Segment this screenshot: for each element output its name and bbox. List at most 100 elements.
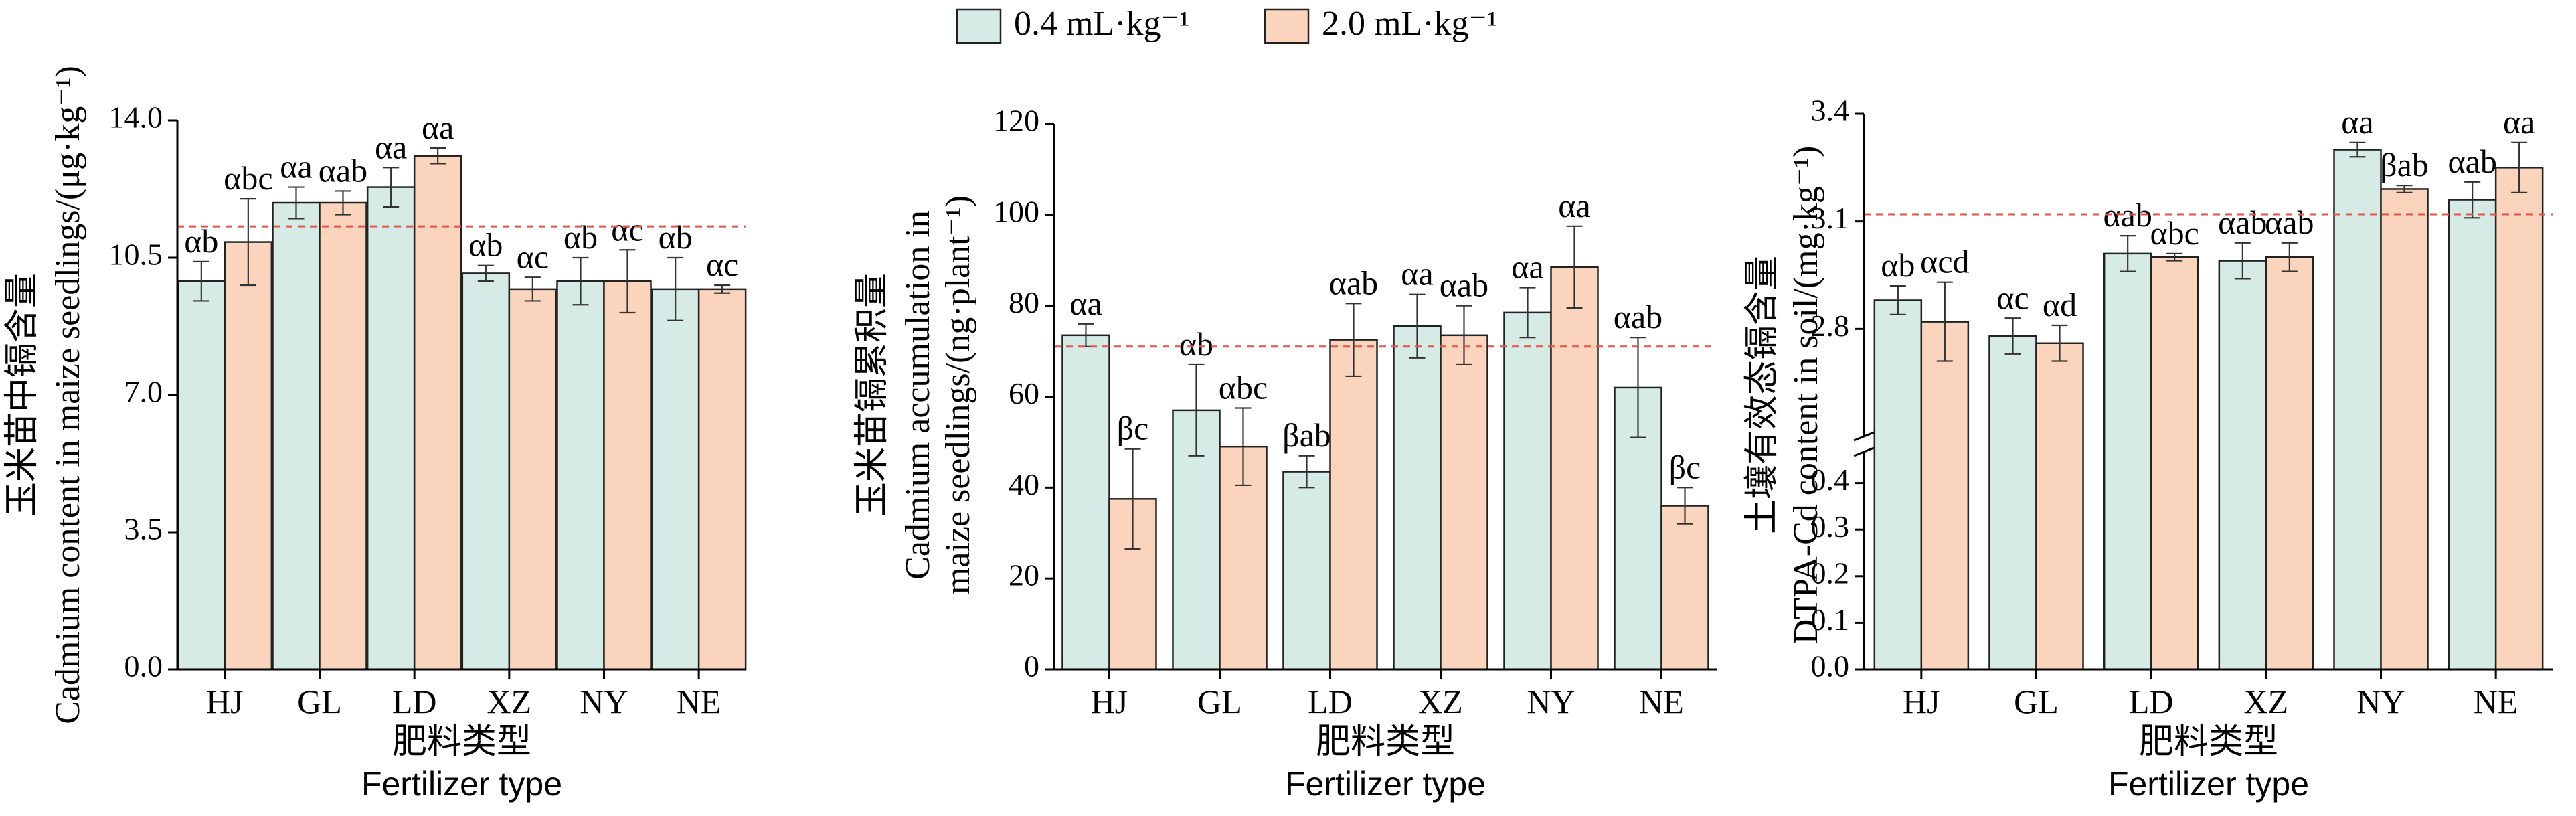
y-tick-label: 100 [993,194,1039,228]
bar [224,241,273,671]
x-axis-label-cn: 肥料类型 [392,722,531,762]
significance-label: αab [1440,266,1488,304]
bar [366,186,416,671]
bar [1873,299,1923,671]
significance-label: αa [422,108,454,146]
x-tick-label: HJ [1903,683,1940,720]
x-tick-label: GL [297,683,342,720]
significance-label: αb [468,226,503,264]
significance-label: αab [2448,143,2496,180]
legend-swatch-2.0 [1264,8,1310,44]
y-axis-label-cn: 玉米苗中镉含量 [2,273,42,517]
bar [272,201,321,671]
significance-label: αbc [224,159,272,197]
bar [2150,256,2199,671]
bar [651,288,700,671]
bar [556,280,605,671]
bar [1503,311,1552,671]
y-tick-label: 0 [1024,649,1039,683]
bar [1988,335,2037,671]
significance-label: αd [2043,286,2077,323]
bar [1393,325,1442,671]
bar [603,280,652,671]
significance-label: αa [1558,187,1590,224]
bar [1550,266,1599,671]
x-axis-label-cn: 肥料类型 [2139,722,2278,762]
significance-label: αb [564,218,598,256]
bar [413,155,462,671]
bar [2103,252,2152,671]
x-tick-label: NE [1639,683,1684,720]
bar [2265,256,2314,671]
bar [2448,199,2497,671]
significance-label: αa [2503,103,2535,141]
significance-label: αab [1614,298,1662,335]
bar [2333,149,2382,671]
x-tick-label: LD [1308,683,1353,720]
bar [177,280,226,671]
x-tick-label: NY [1527,683,1575,720]
y-tick-label: 10.5 [109,238,163,272]
x-tick-label: GL [2014,683,2059,720]
axis-break-mark [1853,446,1875,457]
y-tick-label: 80 [1009,285,1039,319]
x-tick-label: HJ [206,683,244,720]
x-axis-label-cn: 肥料类型 [1316,722,1455,762]
panel-cadmium-accumulation: 0 20 40 60 80 100 120 HJ GL LD XZ NY NE αa βc αbαbcβab… [852,104,1717,803]
bar [697,288,747,671]
x-tick-label: NY [2356,683,2405,720]
significance-label: αab [1329,264,1378,301]
y-axis-label-en: Cadmium content in maize seedlings/(μg·k… [49,66,87,724]
legend-label-2.0: 2.0 mL·kg⁻¹ [1322,5,1498,43]
y-tick-label: 0.2 [1811,556,1850,590]
y-tick-label: 0.1 [1811,602,1850,637]
bar [461,272,511,671]
significance-label: βab [1282,416,1331,454]
significance-label: αa [375,128,407,165]
y-tick-label: 0.4 [1811,463,1850,497]
significance-label: αc [517,238,549,275]
bar [1282,471,1331,671]
significance-label: αb [659,218,693,256]
panel-dtpa-cd: 0.00.10.20.30.42.83.13.4HJ GL LD XZ NY NE αb α… [1742,94,2553,803]
x-axis-label-en: Fertilizer type [2108,765,2309,803]
y-tick-label: 2.8 [1811,309,1850,343]
y-tick-label: 20 [1009,558,1039,592]
significance-label: αa [1401,255,1433,293]
significance-label: αb [1881,246,1915,284]
bar [2494,167,2544,671]
x-tick-label: NE [677,683,721,720]
bar [1920,321,1970,671]
y-tick-label: 3.4 [1811,94,1850,128]
y-tick-label: 0.0 [1811,649,1850,683]
y-tick-label: 3.5 [124,512,163,546]
significance-label: αbc [1219,368,1268,406]
significance-label: αab [2218,203,2267,241]
bar [319,201,367,671]
bar [2218,260,2267,671]
y-axis-label-en: DTPA-Cd content in soil/(mg·kg⁻¹) [1787,146,1825,645]
x-tick-label: HJ [1091,683,1128,720]
significance-label: αbc [2150,214,2199,252]
bar [508,288,557,671]
y-tick-label: 40 [1009,467,1039,501]
x-tick-label: NE [2474,683,2518,720]
significance-label: αc [706,246,738,283]
x-tick-label: LD [392,683,437,720]
x-axis-label-en: Fertilizer type [1285,765,1486,803]
y-tick-label: 7.0 [124,375,163,409]
y-tick-label: 120 [993,104,1039,138]
bar [1061,334,1110,671]
significance-label: αcd [1920,243,1969,280]
x-tick-label: LD [2129,683,2174,720]
significance-label: αa [1511,248,1543,286]
x-axis-label-en: Fertilizer type [361,765,562,803]
bar [1440,334,1488,671]
x-tick-label: XZ [1418,683,1463,720]
legend-swatch-0.4 [956,8,1002,44]
x-tick-label: GL [1197,683,1242,720]
significance-label: βc [1117,410,1149,447]
significance-label: αc [611,210,643,248]
